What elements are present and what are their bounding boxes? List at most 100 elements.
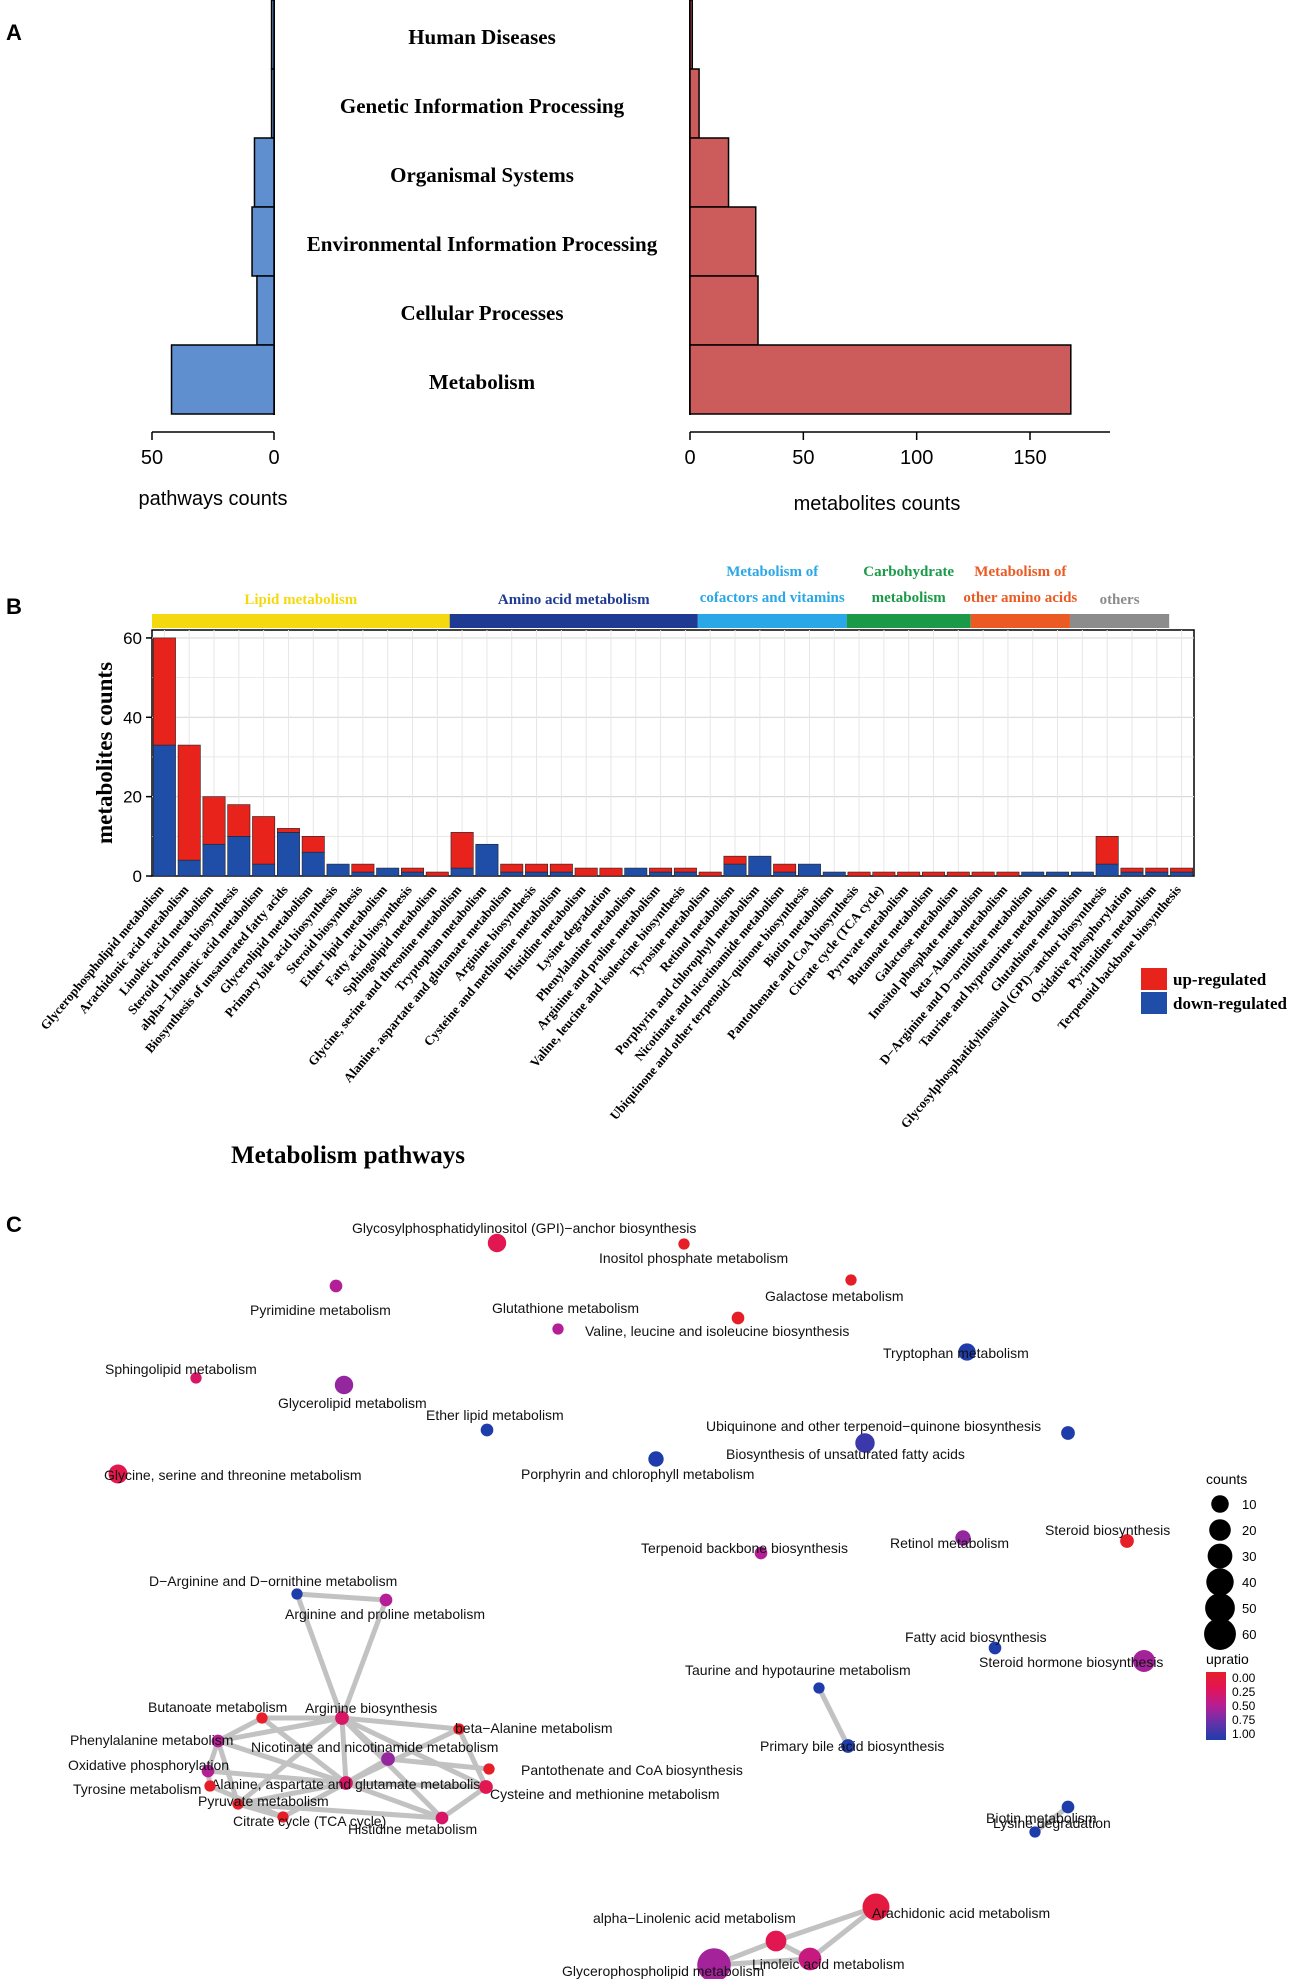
network-node [1132,1649,1156,1673]
size-legend-value: 10 [1242,1497,1256,1512]
network-edge [773,1904,879,1944]
down-regulated-bar [773,871,797,877]
up-regulated-bar [971,871,995,877]
network-node [435,1811,449,1825]
color-legend-value: 0.25 [1232,1685,1256,1699]
size-legend-dot [1209,1519,1231,1541]
category-label: Metabolism [429,370,536,394]
node-label: Cysteine and methionine metabolism [490,1786,720,1802]
network-node [381,1752,395,1766]
up-regulated-bar [252,816,276,865]
network-node [453,1723,465,1735]
group-strip [152,614,450,628]
network-node [988,1641,1002,1655]
node-label: Taurine and hypotaurine metabolism [685,1662,911,1678]
network-edge [207,1783,286,1820]
up-regulated-bar [425,871,449,877]
node-label: Terpenoid backbone biosynthesis [641,1540,848,1556]
network-node [232,1798,244,1810]
pathway-count-bar [251,206,275,277]
network-node [108,1464,128,1484]
down-regulated-bar [1095,863,1119,877]
node-label: Arachidonic acid metabolism [872,1905,1050,1921]
network-node [731,1311,745,1325]
network-node [678,1238,690,1250]
down-regulated-bar [822,871,846,877]
down-regulated-bar [326,863,350,877]
node-label: Galactose metabolism [765,1288,904,1304]
group-strip [449,614,698,628]
node-label: Tryptophan metabolism [883,1345,1029,1361]
color-legend-bar [1206,1672,1226,1740]
network-edge [339,1715,445,1821]
category-label: Human Diseases [408,25,556,49]
down-regulated-bar [202,843,226,877]
category-label: Environmental Information Processing [307,232,658,256]
group-label: Carbohydrate [863,564,954,580]
network-node [487,1233,507,1253]
down-regulated-bar [227,836,251,877]
down-regulated-bar [351,871,375,877]
network-node [329,1279,343,1293]
down-regulated-bar [252,863,276,877]
up-regulated-bar [1095,836,1119,865]
network-node [862,1893,890,1921]
network-node [648,1451,664,1467]
panel-label-a: A [6,20,22,45]
up-regulated-bar [872,871,896,877]
network-node [211,1734,225,1748]
size-legend-dot [1211,1495,1229,1513]
up-regulated-bar [401,867,424,873]
color-legend-value: 0.75 [1232,1713,1256,1727]
legend-down-label: down-regulated [1173,994,1288,1013]
up-regulated-bar [773,863,797,873]
network-node [204,1780,216,1792]
network-node [841,1739,855,1753]
network-edge [235,1715,345,1807]
up-regulated-bar [301,836,325,853]
panel-label-c: C [6,1212,22,1237]
network-node [955,1530,971,1546]
down-regulated-bar [748,855,772,877]
network-edge [215,1715,265,1744]
node-label: Oxidative phosphorylation [68,1757,229,1773]
network-edge [294,1591,389,1603]
network-node [190,1372,202,1384]
node-label: Arginine biosynthesis [305,1700,437,1716]
down-regulated-bar [1021,871,1045,877]
up-regulated-bar [649,867,673,873]
right-x-axis-title: metabolites counts [794,493,961,515]
network-node [845,1274,857,1286]
group-strip [697,614,847,628]
network-node [1061,1800,1075,1814]
x-axis-title: Metabolism pathways [231,1142,465,1169]
panel-a-mirrored-bar-chart: Human Diseases Genetic Information Proces… [139,0,1110,515]
group-strip [846,614,971,628]
network-edge [385,1756,492,1772]
panel-c-network-graph: Glycosylphosphatidylinositol (GPI)−ancho… [68,1220,1256,1979]
group-label: Metabolism of [974,564,1067,580]
size-legend-dot [1207,1543,1233,1569]
pathway-count-bar [270,0,275,70]
down-regulated-bar [723,863,747,877]
network-node [291,1588,303,1600]
up-regulated-bar [1120,867,1144,873]
node-label: Nicotinate and nicotinamide metabolism [251,1739,498,1755]
group-strip [970,614,1070,628]
network-node [754,1546,768,1560]
network-node [552,1323,564,1335]
metabolite-count-bar [689,275,759,346]
group-label: Metabolism of [726,564,819,580]
size-legend-value: 30 [1242,1549,1256,1564]
up-regulated-bar [202,796,226,845]
down-regulated-bar [152,744,176,877]
color-legend-value: 1.00 [1232,1727,1256,1741]
node-label: Retinol metabolism [890,1535,1009,1551]
network-node [277,1811,289,1823]
down-regulated-bar [797,863,821,877]
color-legend-title: upratio [1206,1651,1249,1667]
down-regulated-bar [673,871,697,877]
network-edge [343,1756,391,1786]
node-label: Primary bile acid biosynthesis [760,1738,944,1754]
network-edge [343,1780,489,1790]
